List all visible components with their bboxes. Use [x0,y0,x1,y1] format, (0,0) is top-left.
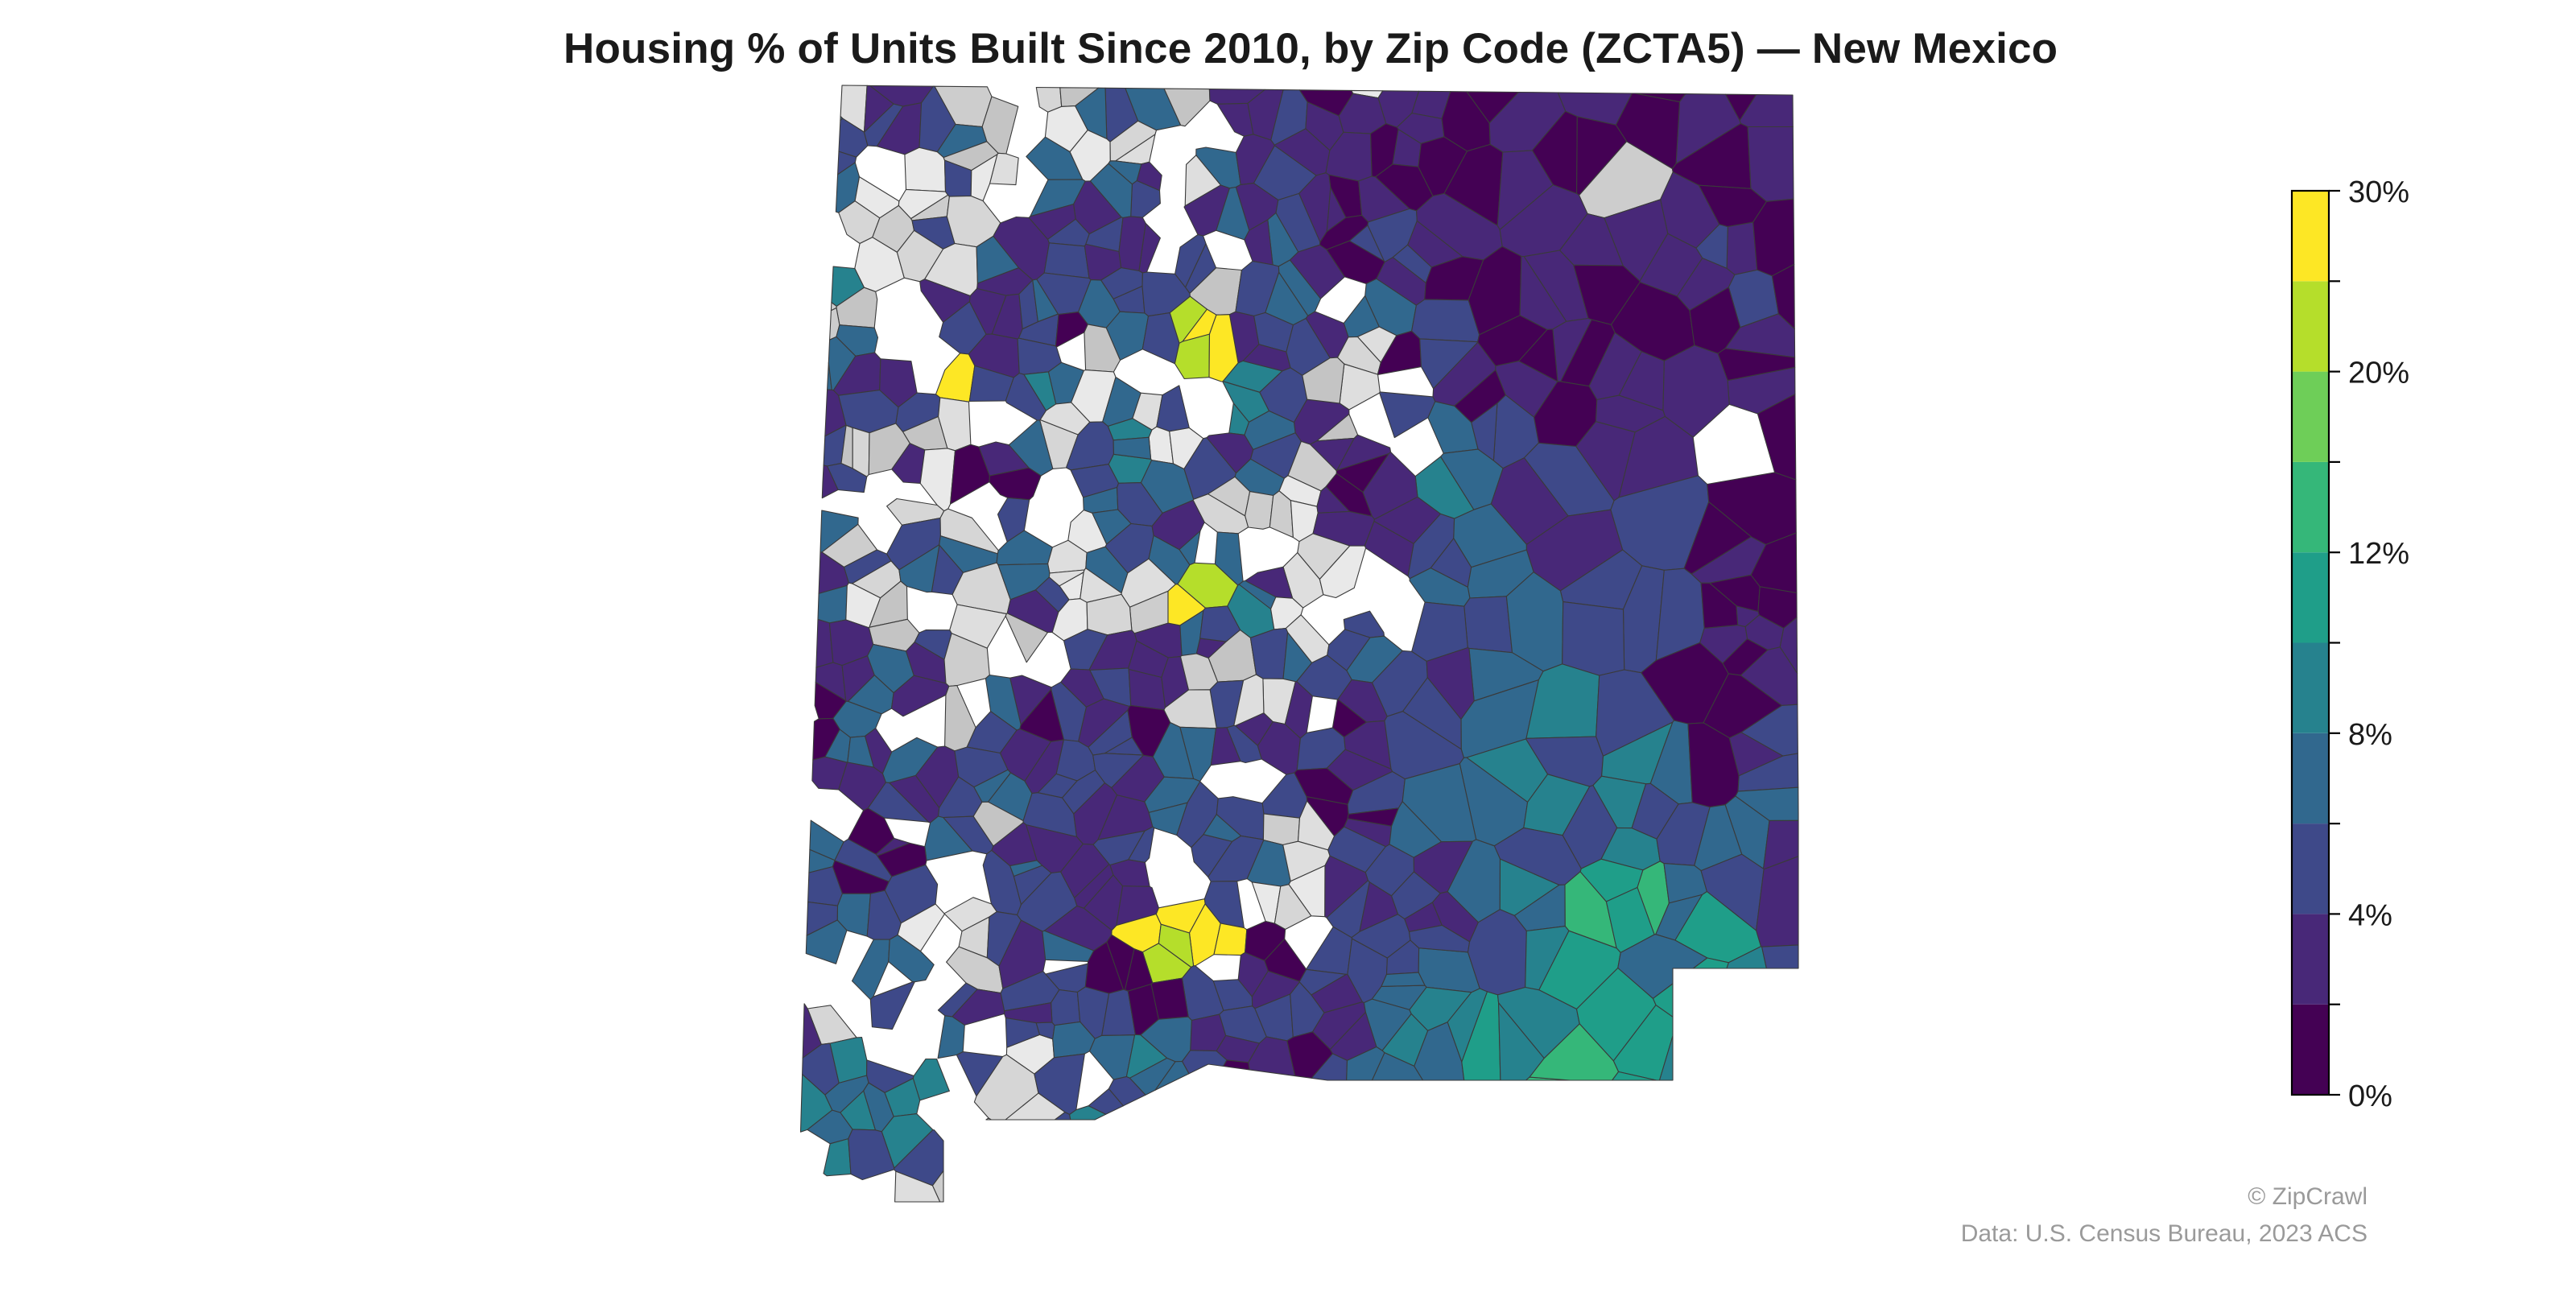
svg-text:30%: 30% [2348,175,2409,209]
svg-text:4%: 4% [2348,898,2392,932]
svg-text:8%: 8% [2348,718,2392,752]
svg-text:0%: 0% [2348,1079,2392,1113]
svg-text:20%: 20% [2348,357,2409,390]
svg-text:12%: 12% [2348,537,2409,571]
